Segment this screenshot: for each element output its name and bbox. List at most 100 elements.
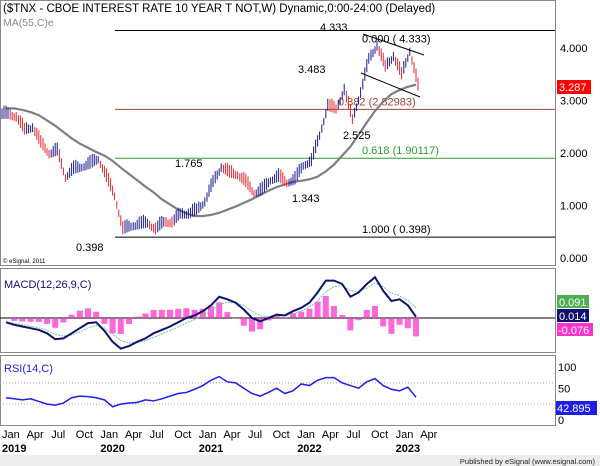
x-month-label: Apr — [223, 429, 240, 441]
x-month-label: Apr — [322, 429, 339, 441]
price-annotation: 4.333 — [320, 22, 348, 34]
y-tick-label: 4.000 — [560, 43, 588, 55]
rsi-line — [5, 375, 417, 408]
macd-histogram-bar — [191, 309, 198, 318]
channel-lower-line — [360, 72, 421, 98]
x-month-label: Apr — [420, 429, 437, 441]
macd-signal-line — [5, 282, 417, 344]
macd-histogram-bar — [396, 318, 403, 325]
rsi-tick-label: 0 — [558, 415, 564, 427]
x-month-label: Oct — [273, 429, 290, 441]
x-month-label: Oct — [76, 429, 93, 441]
x-month-label: Jan — [297, 429, 315, 441]
macd-histogram-bar — [404, 318, 411, 329]
macd-histogram-bar — [380, 318, 387, 327]
ma-label: MA(55,C)e — [3, 17, 54, 29]
macd-histogram-bar — [290, 313, 296, 318]
macd-histogram-bar — [68, 314, 75, 318]
macd-histogram-bar — [306, 308, 313, 318]
macd-histogram-bar — [142, 313, 149, 318]
fib-label: 0.382 (2.82983) — [338, 96, 416, 108]
y-tick-label: 1.000 — [560, 201, 588, 213]
x-month-label: Jan — [199, 429, 217, 441]
macd-title: MACD(12,26,9,C) — [4, 279, 91, 291]
macd-panel-frame — [0, 268, 556, 353]
macd-histogram-bar — [93, 311, 100, 318]
macd-histogram-bar — [232, 318, 239, 319]
macd-histogram-bar — [298, 311, 305, 318]
channel-upper-line — [362, 33, 425, 56]
macd-histogram-bar — [257, 318, 264, 330]
macd-histogram-bar — [199, 308, 206, 318]
macd-histogram-bar — [339, 315, 346, 318]
price-annotation: 0.398 — [76, 242, 104, 254]
x-year-label: 2021 — [199, 443, 223, 455]
ma55-line — [6, 83, 417, 218]
macd-histogram-bar — [11, 318, 18, 321]
macd-line — [5, 275, 417, 350]
macd-value-box — [557, 309, 589, 322]
macd-histogram-bar — [27, 318, 34, 322]
macd-signal-value: 0.091 — [559, 297, 587, 309]
rsi-tick-label: 50 — [558, 384, 570, 396]
rsi-value-box — [556, 401, 597, 415]
macd-histogram-bar — [208, 306, 214, 318]
macd-histogram-bar — [363, 309, 370, 318]
copyright: © eSignal, 2011 — [3, 258, 46, 265]
macd-histogram-bar — [183, 308, 190, 318]
y-tick-label: 3.000 — [560, 96, 588, 108]
x-month-label: Jul — [248, 429, 262, 441]
fib-label: 0.618 (1.90117) — [362, 145, 439, 157]
y-tick-label: 0.000 — [560, 253, 588, 265]
macd-histogram-bar — [60, 318, 67, 323]
x-year-label: 2023 — [396, 443, 420, 455]
macd-signal-value-box — [557, 295, 589, 308]
price-panel-frame — [0, 0, 556, 266]
last-price-label: 3.287 — [559, 82, 587, 94]
x-year-label: 2019 — [2, 443, 26, 455]
x-month-label: Jan — [396, 429, 414, 441]
x-month-label: Jan — [100, 429, 118, 441]
fib-label: 0.000 ( 4.333) — [362, 34, 431, 46]
macd-histogram-bar — [134, 316, 141, 318]
x-month-label: Jul — [150, 429, 164, 441]
macd-histogram-bar — [249, 318, 255, 332]
fib-label: 1.000 ( 0.398) — [362, 224, 431, 236]
macd-histogram-bar — [331, 305, 337, 318]
macd-histogram-bar — [355, 318, 362, 321]
x-month-label: Apr — [125, 429, 142, 441]
x-month-label: Apr — [27, 429, 44, 441]
x-year-label: 2020 — [100, 443, 124, 455]
macd-histogram-bar — [240, 318, 247, 326]
macd-histogram-bar — [347, 318, 354, 331]
macd-histogram-bar — [273, 315, 280, 318]
footer-bar — [0, 455, 600, 466]
last-price-box — [557, 80, 591, 94]
x-month-label: Jul — [346, 429, 360, 441]
macd-histogram-bar — [19, 318, 26, 322]
rsi-panel-frame — [0, 355, 556, 426]
rsi-tick-label: 100 — [558, 362, 576, 374]
price-annotation: 2.525 — [343, 130, 371, 142]
price-annotation: 3.483 — [298, 64, 326, 76]
macd-hist-value: -0.076 — [558, 325, 589, 337]
macd-histogram-bar — [175, 308, 182, 318]
footer-text: Published by eSignal (www.esignal.com) — [460, 457, 596, 466]
macd-value: 0.014 — [559, 311, 587, 323]
macd-histogram-bar — [35, 318, 42, 322]
macd-histogram-bar — [413, 318, 419, 337]
x-year-label: 2022 — [297, 443, 321, 455]
macd-histogram-bar — [44, 318, 50, 324]
macd-histogram-bar — [52, 318, 59, 328]
macd-histogram-bar — [388, 318, 395, 334]
macd-histogram-bar — [216, 302, 223, 318]
price-annotation: 1.343 — [292, 193, 320, 205]
macd-histogram-bar — [109, 318, 116, 334]
macd-histogram-bar — [85, 308, 91, 318]
macd-histogram-bar — [322, 295, 329, 318]
macd-histogram-bar — [314, 301, 321, 318]
y-tick-label: 2.000 — [560, 148, 588, 160]
macd-histogram-bar — [224, 312, 231, 318]
